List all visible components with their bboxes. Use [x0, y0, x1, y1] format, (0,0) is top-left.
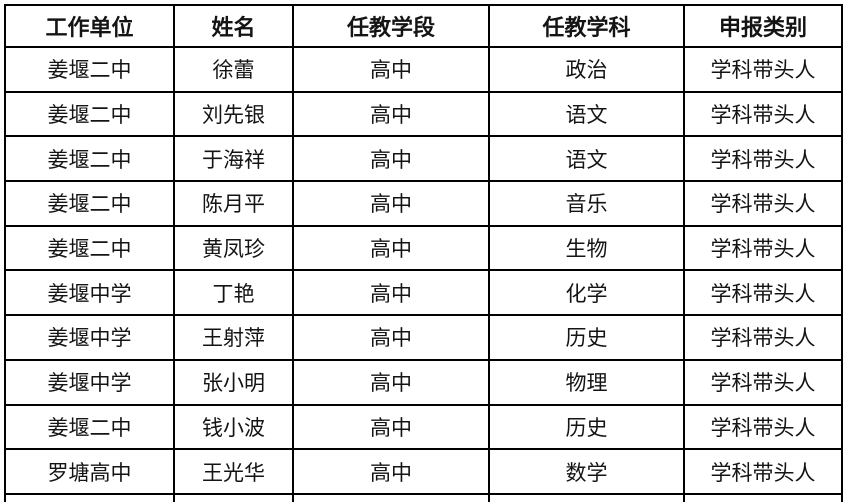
- cell-subject: 语文: [488, 135, 685, 183]
- table-header: 工作单位 姓名 任教学段 任教学科 申报类别: [4, 4, 843, 48]
- cell-subject: 历史: [488, 314, 685, 361]
- cell-subject: 语文: [488, 90, 685, 138]
- column-header-category: 申报类别: [683, 4, 843, 48]
- cell-category: 学科带头人: [683, 314, 843, 361]
- cell-subject: 生物: [488, 224, 685, 272]
- cell-subject: 物理: [488, 358, 685, 406]
- cell-work-unit: 姜堰中学: [4, 314, 175, 361]
- cell-work-unit: 姜堰二中: [4, 90, 175, 138]
- cell-level: 高中: [292, 358, 490, 406]
- table-row: 姜堰二中 黄凤珍 高中 生物 学科带头人: [4, 224, 843, 272]
- cell-level: 高中: [292, 403, 490, 451]
- cell-work-unit: 姜堰二中: [4, 403, 175, 451]
- cell-level: 高中: [292, 135, 490, 183]
- table-row: 姜堰二中 钱小波 高中 历史 学科带头人: [4, 403, 843, 451]
- cell-level: 高中: [292, 180, 490, 227]
- cell-name: 徐蕾: [173, 46, 294, 93]
- cell-level: 高中: [292, 448, 490, 495]
- cell-subject: [488, 492, 685, 502]
- cell-name: 王光华: [173, 448, 294, 495]
- cell-category: 学科带头人: [683, 358, 843, 406]
- column-header-work-unit: 工作单位: [4, 4, 175, 48]
- cell-category: 学科带头人: [683, 46, 843, 93]
- cell-work-unit: 姜堰中学: [4, 358, 175, 406]
- cell-name: 刘先银: [173, 90, 294, 138]
- header-row: 工作单位 姓名 任教学段 任教学科 申报类别: [4, 4, 843, 48]
- table-body: 姜堰二中 徐蕾 高中 政治 学科带头人 姜堰二中 刘先银 高中 语文 学科带头人…: [4, 46, 843, 502]
- cell-level: 高中: [292, 269, 490, 317]
- table-row: 姜堰中学 丁艳 高中 化学 学科带头人: [4, 269, 843, 317]
- cell-work-unit: 姜堰二中: [4, 224, 175, 272]
- cell-work-unit: 罗塘高中: [4, 448, 175, 495]
- teacher-declaration-table: 工作单位 姓名 任教学段 任教学科 申报类别 姜堰二中 徐蕾 高中 政治 学科带…: [4, 4, 843, 502]
- cell-name: 王射萍: [173, 314, 294, 361]
- cell-category: 学科带头人: [683, 448, 843, 495]
- cell-name: 陈月平: [173, 180, 294, 227]
- table-row: 罗塘高中 王光华 高中 数学 学科带头人: [4, 448, 843, 495]
- cell-name: [173, 492, 294, 502]
- cell-level: 高中: [292, 224, 490, 272]
- cell-subject: 数学: [488, 448, 685, 495]
- cell-name: 张小明: [173, 358, 294, 406]
- cell-level: 高中: [292, 90, 490, 138]
- cell-name: 于海祥: [173, 135, 294, 183]
- table-row: 姜堰二中 刘先银 高中 语文 学科带头人: [4, 90, 843, 138]
- table-row: 姜堰二中 徐蕾 高中 政治 学科带头人: [4, 46, 843, 93]
- cell-name: 钱小波: [173, 403, 294, 451]
- cell-category: 学科带头人: [683, 180, 843, 227]
- table-row: 姜堰中学 张小明 高中 物理 学科带头人: [4, 358, 843, 406]
- cell-category: 学科带头人: [683, 403, 843, 451]
- cell-category: 学科带头人: [683, 224, 843, 272]
- table-row: 姜堰中学 王射萍 高中 历史 学科带头人: [4, 314, 843, 361]
- column-header-name: 姓名: [173, 4, 294, 48]
- cell-name: 黄凤珍: [173, 224, 294, 272]
- cell-subject: 历史: [488, 403, 685, 451]
- cell-category: 学科带头人: [683, 269, 843, 317]
- cell-level: 高中: [292, 314, 490, 361]
- cell-work-unit: [4, 492, 175, 502]
- table-row: 姜堰二中 于海祥 高中 语文 学科带头人: [4, 135, 843, 183]
- cell-subject: 政治: [488, 46, 685, 93]
- cell-category: [683, 492, 843, 502]
- cell-work-unit: 姜堰二中: [4, 135, 175, 183]
- cell-subject: 音乐: [488, 180, 685, 227]
- table-row: 姜堰二中 陈月平 高中 音乐 学科带头人: [4, 180, 843, 227]
- cell-work-unit: 姜堰二中: [4, 46, 175, 93]
- cell-name: 丁艳: [173, 269, 294, 317]
- cell-category: 学科带头人: [683, 135, 843, 183]
- cell-level: [292, 492, 490, 502]
- column-header-level: 任教学段: [292, 4, 490, 48]
- column-header-subject: 任教学科: [488, 4, 685, 48]
- cell-level: 高中: [292, 46, 490, 93]
- cell-subject: 化学: [488, 269, 685, 317]
- cell-work-unit: 姜堰中学: [4, 269, 175, 317]
- table-row-partial: [4, 492, 843, 502]
- cell-category: 学科带头人: [683, 90, 843, 138]
- cell-work-unit: 姜堰二中: [4, 180, 175, 227]
